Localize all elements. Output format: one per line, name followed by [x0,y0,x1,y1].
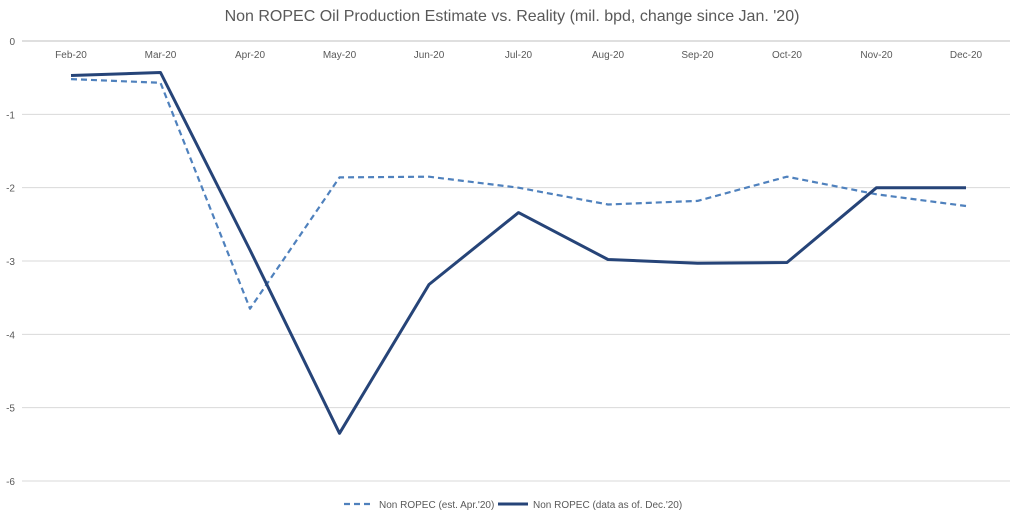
legend-label-1: Non ROPEC (est. Apr.'20) [379,500,494,511]
series-line-1 [70,78,967,310]
x-tick-label: Dec-20 [950,50,983,61]
y-tick-label: -5 [6,404,15,415]
x-tick-label: Aug-20 [592,50,625,61]
x-tick-label: Sep-20 [681,50,714,61]
y-tick-label: -1 [6,110,15,121]
x-tick-label: Nov-20 [860,50,893,61]
series-line-2 [70,71,966,435]
x-tick-label: Oct-20 [772,50,802,61]
x-tick-label: Apr-20 [235,50,265,61]
x-tick-label: Mar-20 [145,50,177,61]
x-tick-label: Jun-20 [414,50,445,61]
x-tick-label: May-20 [323,50,357,61]
y-tick-label: -6 [6,477,15,488]
chart-title: Non ROPEC Oil Production Estimate vs. Re… [224,8,800,25]
legend-label-2: Non ROPEC (data as of. Dec.'20) [533,500,682,511]
x-axis-ticks: Feb-20 Mar-20 Apr-20 May-20 Jun-20 Jul-20 Aug-… [55,50,982,61]
x-tick-label: Jul-20 [505,50,533,61]
x-tick-label: Feb-20 [55,50,87,61]
y-axis-ticks: 0 -1 -2 -3 -4 -5 -6 [6,37,15,488]
y-tick-label: -2 [6,184,15,195]
y-tick-label: -3 [6,257,15,268]
series-lines [70,71,967,435]
legend: Non ROPEC (est. Apr.'20) Non ROPEC (data … [344,500,682,511]
y-tick-label: 0 [9,37,15,48]
y-tick-label: -4 [6,330,15,341]
